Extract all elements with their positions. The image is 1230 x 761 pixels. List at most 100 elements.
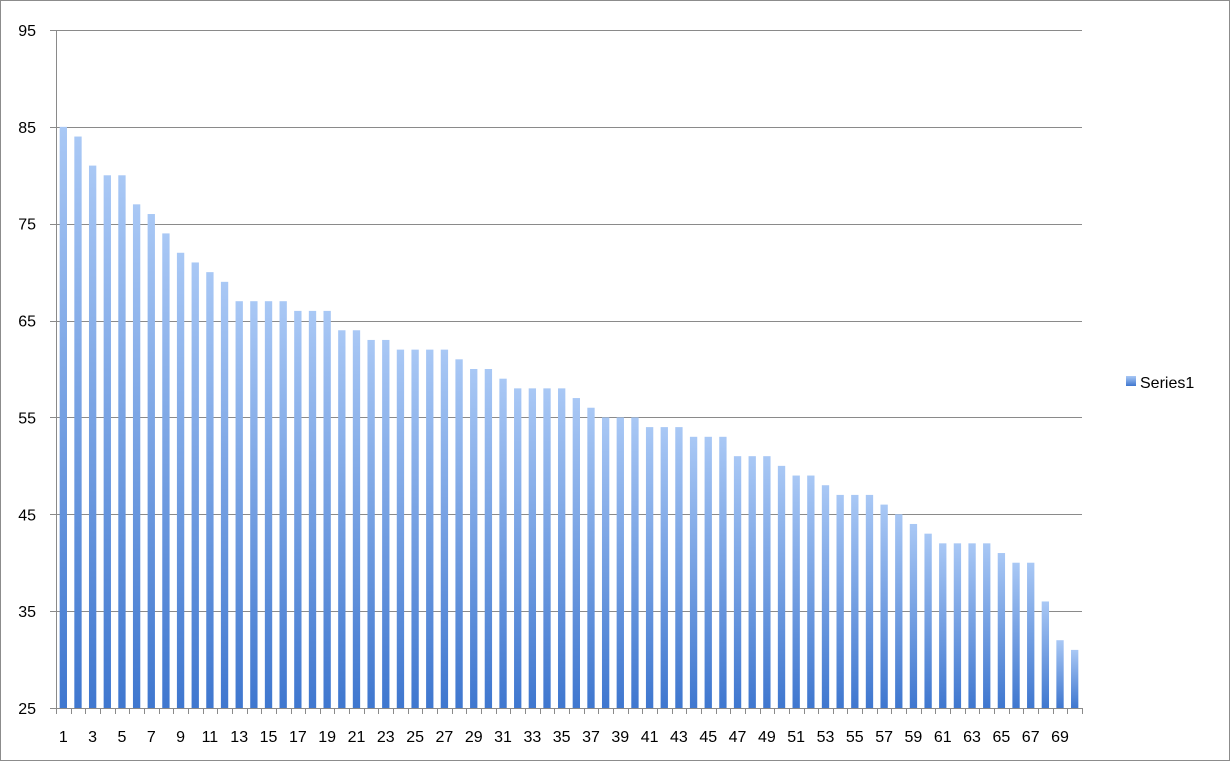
bar (294, 310, 302, 708)
bar (220, 281, 229, 708)
bar (836, 494, 844, 708)
x-tick-label: 35 (553, 729, 571, 746)
x-tick-label: 15 (260, 729, 278, 746)
axes (50, 30, 1083, 714)
x-tick-label: 31 (494, 729, 512, 746)
x-tick-label: 63 (963, 729, 981, 746)
bar (514, 388, 522, 708)
bar (528, 388, 537, 708)
x-tick-label: 69 (1051, 729, 1069, 746)
bar (162, 233, 170, 708)
bar (367, 339, 375, 708)
bar (308, 310, 317, 708)
bar (382, 339, 390, 708)
bar (645, 427, 654, 708)
x-tick-label: 3 (88, 729, 97, 746)
x-tick-label: 45 (699, 729, 717, 746)
bar (821, 485, 830, 708)
x-tick-label: 29 (465, 729, 483, 746)
y-tick-label: 85 (18, 120, 36, 137)
x-tick-label: 9 (176, 729, 185, 746)
bar (235, 301, 243, 708)
bar (484, 369, 493, 708)
bar (132, 204, 141, 708)
bar (1027, 562, 1035, 708)
y-tick-label: 95 (18, 23, 36, 40)
bars (59, 126, 1079, 709)
bar (997, 553, 1006, 708)
y-tick-label: 55 (18, 410, 36, 427)
y-tick-label: 25 (18, 701, 36, 718)
bar (426, 349, 434, 708)
bar (895, 514, 903, 708)
y-tick-label: 35 (18, 604, 36, 621)
bar (1012, 562, 1020, 708)
bar (103, 175, 111, 709)
x-tick-label: 37 (582, 729, 600, 746)
bar (880, 504, 888, 708)
bar (719, 436, 727, 708)
bar (924, 533, 932, 708)
legend-label: Series1 (1140, 375, 1194, 392)
bar (909, 523, 918, 708)
bar (147, 214, 155, 708)
bar (470, 369, 478, 708)
x-tick-label: 53 (817, 729, 835, 746)
x-tick-label: 17 (289, 729, 307, 746)
x-tick-labels: 1 3 5 7 9 11 13 15 17 19 21 23 25 27 29 31 33 35 37 39 41 43 4… (59, 729, 1069, 746)
bar (1056, 640, 1064, 708)
bar (206, 272, 214, 708)
bar (572, 398, 580, 708)
bar (616, 417, 624, 708)
bar (792, 475, 800, 708)
bar (748, 456, 756, 708)
bar (939, 543, 947, 708)
bar (176, 252, 185, 708)
y-tick-label: 75 (18, 217, 36, 234)
x-tick-label: 49 (758, 729, 776, 746)
bar (704, 436, 712, 708)
x-tick-label: 21 (348, 729, 366, 746)
bar (983, 543, 991, 708)
x-tick-label: 11 (202, 729, 219, 746)
bar (279, 301, 287, 708)
x-tick-label: 59 (905, 729, 923, 746)
bar (733, 456, 742, 708)
bar (88, 165, 97, 709)
bar (558, 388, 566, 708)
x-tick-label: 19 (318, 729, 336, 746)
bar (118, 175, 126, 709)
x-tick-label: 55 (846, 729, 864, 746)
bar (499, 378, 507, 708)
x-tick-label: 5 (118, 729, 127, 746)
bar (543, 388, 551, 708)
bar (865, 494, 874, 708)
x-tick-label: 23 (377, 729, 395, 746)
bar (1071, 649, 1079, 708)
bar (323, 310, 331, 708)
bar (352, 330, 361, 708)
bar (1041, 601, 1050, 708)
bar (763, 456, 771, 708)
x-tick-label: 41 (641, 729, 659, 746)
bar (191, 262, 199, 708)
bar (74, 136, 82, 709)
bar (338, 330, 346, 708)
legend: Series1 (1126, 375, 1194, 392)
bar (660, 427, 668, 708)
bar (851, 494, 859, 708)
bar (250, 301, 258, 708)
bar (396, 349, 405, 708)
x-tick-label: 1 (59, 729, 68, 746)
bar (807, 475, 815, 708)
x-tick-label: 61 (934, 729, 952, 746)
x-tick-label: 57 (875, 729, 893, 746)
x-tick-label: 43 (670, 729, 688, 746)
bar (440, 349, 449, 708)
bar (59, 126, 67, 709)
bar (587, 407, 595, 708)
bar (689, 436, 698, 708)
x-tick-label: 65 (992, 729, 1010, 746)
